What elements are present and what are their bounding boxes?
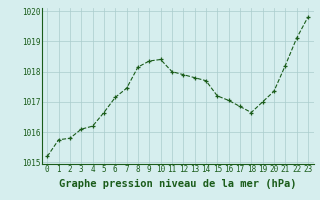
X-axis label: Graphe pression niveau de la mer (hPa): Graphe pression niveau de la mer (hPa) — [59, 179, 296, 189]
